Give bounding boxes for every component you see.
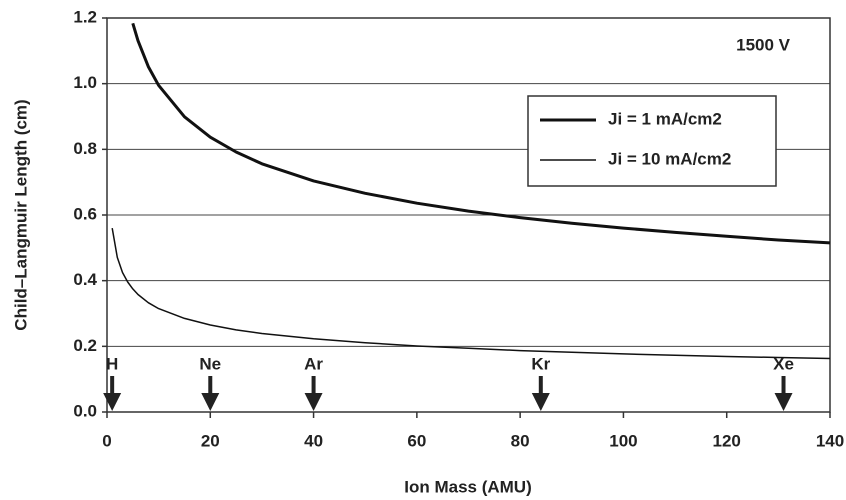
y-tick-label: 0.8: [73, 139, 97, 158]
x-tick-label: 40: [304, 431, 323, 450]
legend-label: Ji = 10 mA/cm2: [608, 149, 731, 168]
y-tick-label: 0.2: [73, 336, 97, 355]
y-tick-label: 0.0: [73, 401, 97, 420]
marker-head: [774, 393, 793, 411]
marker-head: [103, 393, 122, 411]
x-tick-label: 20: [201, 431, 220, 450]
legend-label: Ji = 1 mA/cm2: [608, 109, 722, 128]
marker-label: H: [106, 354, 118, 373]
marker-head: [531, 393, 550, 411]
x-tick-label: 80: [511, 431, 530, 450]
plot-frame: [106, 17, 831, 413]
y-tick-label: 0.6: [73, 204, 97, 223]
x-tick-label: 100: [609, 431, 637, 450]
y-tick-label: 0.4: [73, 270, 97, 289]
x-tick-label: 120: [713, 431, 741, 450]
y-tick-label: 1.0: [73, 73, 97, 92]
marker-head: [304, 393, 323, 411]
y-tick-label: 1.2: [73, 7, 97, 26]
marker-label: Xe: [773, 354, 794, 373]
y-axis-label: Child–Langmuir Length (cm): [11, 99, 30, 330]
marker-label: Kr: [531, 354, 550, 373]
marker-head: [201, 393, 220, 411]
line: [111, 227, 831, 360]
marker-label: Ar: [304, 354, 323, 373]
x-axis-label: Ion Mass (AMU): [404, 477, 532, 496]
line: [131, 22, 831, 245]
x-tick-label: 60: [407, 431, 426, 450]
annotation: 1500 V: [736, 35, 791, 54]
marker-label: Ne: [199, 354, 221, 373]
x-tick-label: 0: [102, 431, 111, 450]
x-tick-label: 140: [816, 431, 844, 450]
legend-box: [527, 95, 777, 187]
legend: Ji = 1 mA/cm2 Ji = 10 mA/cm2: [527, 95, 777, 187]
